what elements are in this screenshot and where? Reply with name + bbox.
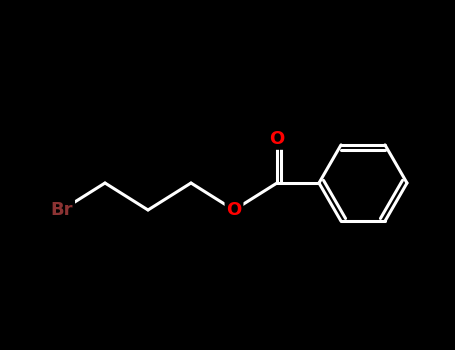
Text: O: O <box>269 130 285 148</box>
Text: Br: Br <box>51 201 73 219</box>
Text: O: O <box>227 201 242 219</box>
